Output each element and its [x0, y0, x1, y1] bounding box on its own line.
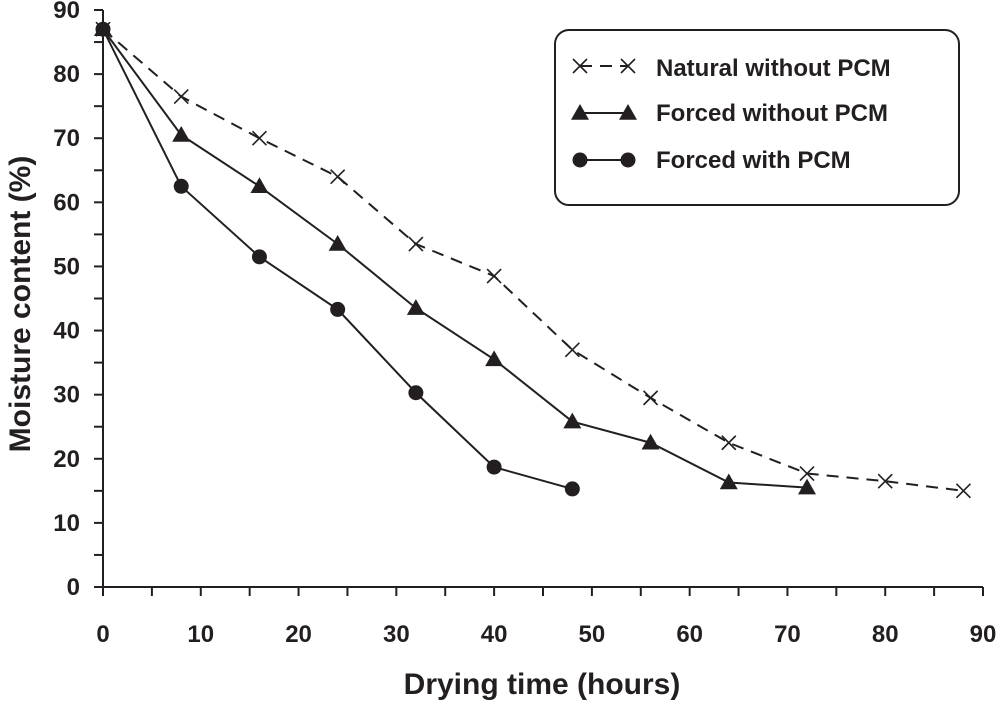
data-point-forced-no-pcm: [563, 412, 582, 429]
x-tick-label: 80: [872, 621, 899, 648]
data-point-forced-pcm: [564, 481, 580, 497]
marker-stroke: [572, 58, 588, 74]
data-point-forced-no-pcm: [641, 433, 660, 450]
data-point-natural: [721, 435, 737, 451]
data-point-natural: [408, 236, 424, 252]
legend-marker-natural: [572, 58, 588, 74]
x-tick-label: 0: [96, 621, 109, 648]
x-tick-label: 50: [579, 621, 606, 648]
marker-stroke: [721, 435, 737, 451]
x-tick-label: 20: [285, 621, 312, 648]
y-tick-label: 90: [53, 0, 80, 24]
data-point-natural: [564, 342, 580, 358]
data-point-forced-pcm: [173, 178, 189, 194]
data-point-natural: [330, 169, 346, 185]
x-tick-label: 10: [187, 621, 214, 648]
data-point-natural: [486, 268, 502, 284]
marker-stroke: [877, 473, 893, 489]
data-point-natural: [955, 483, 972, 499]
data-point-forced-pcm: [330, 301, 346, 317]
marker-stroke: [486, 268, 502, 284]
x-tick-label: 30: [383, 621, 410, 648]
series-line-forced-no-pcm: [102, 28, 808, 489]
data-point-forced-pcm: [408, 385, 424, 401]
y-tick-label: 70: [53, 125, 80, 152]
series-line-natural: [102, 28, 964, 492]
legend-label-forced-no-pcm: Forced without PCM: [656, 100, 888, 127]
marker-stroke: [620, 58, 636, 74]
data-point-forced-pcm: [95, 21, 111, 37]
data-point-natural: [251, 130, 268, 146]
marker-stroke: [955, 483, 972, 499]
data-point-forced-no-pcm: [485, 350, 504, 367]
y-tick-label: 0: [67, 574, 80, 601]
x-tick-label: 40: [481, 621, 508, 648]
y-tick-label: 20: [53, 446, 80, 473]
legend: Natural without PCM Forced without PCM F…: [554, 29, 960, 206]
data-point-forced-no-pcm: [172, 126, 191, 142]
legend-marker-forced-pcm: [572, 152, 588, 168]
x-tick-label: 90: [970, 621, 997, 648]
data-point-natural: [173, 88, 189, 105]
axis-ticks: 0 10 20 30 40 50 60 70 80 90 0 10 20 30 40 50 60 70 80 90: [53, 0, 996, 648]
data-point-forced-no-pcm: [406, 299, 425, 315]
data-point-forced-no-pcm: [798, 478, 816, 495]
data-point-forced-pcm: [486, 459, 502, 475]
marker-stroke: [564, 342, 580, 358]
series-forced-pcm: [95, 21, 580, 497]
y-tick-label: 30: [53, 382, 80, 409]
series-line-forced-pcm: [102, 28, 573, 490]
marker-stroke: [173, 88, 189, 105]
series-layer: [94, 20, 972, 499]
y-tick-label: 40: [53, 318, 80, 345]
legend-marker-forced-no-pcm: [571, 104, 589, 120]
x-tick-label: 70: [774, 621, 801, 648]
marker-stroke: [799, 465, 815, 482]
y-tick-label: 80: [53, 61, 80, 88]
legend-marker-forced-pcm: [620, 152, 636, 168]
y-tick-label: 50: [53, 253, 80, 280]
legend-marker-forced-no-pcm: [619, 104, 637, 120]
legend-marker-natural: [620, 58, 636, 74]
data-point-forced-no-pcm: [328, 235, 347, 251]
y-axis-title: Moisture content (%): [4, 156, 37, 453]
data-point-forced-no-pcm: [250, 177, 269, 194]
legend-samples: [571, 58, 637, 168]
y-tick-label: 60: [53, 189, 80, 216]
legend-box: [554, 29, 960, 206]
data-point-forced-pcm: [251, 249, 267, 265]
legend-label-natural: Natural without PCM: [656, 55, 891, 82]
marker-stroke: [251, 130, 268, 146]
x-axis-title: Drying time (hours): [404, 668, 681, 701]
data-point-forced-no-pcm: [719, 473, 738, 490]
x-tick-label: 60: [676, 621, 703, 648]
marker-stroke: [408, 236, 424, 252]
marker-stroke: [330, 169, 346, 185]
data-point-natural: [799, 465, 815, 482]
marker-stroke: [642, 390, 659, 406]
legend-label-forced-pcm: Forced with PCM: [656, 147, 851, 174]
data-point-natural: [642, 390, 659, 406]
y-tick-label: 10: [53, 510, 80, 537]
data-point-natural: [877, 473, 893, 489]
